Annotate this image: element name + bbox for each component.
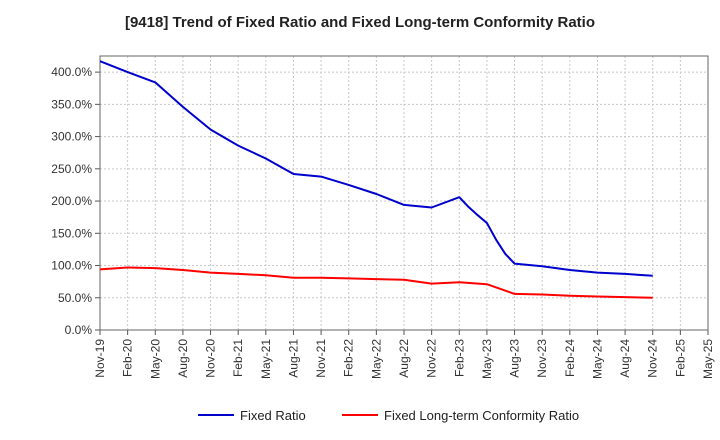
grid-layer [99, 56, 709, 331]
y-tick-label: 250.0% [51, 162, 92, 176]
x-tick-label: Nov-24 [646, 339, 660, 378]
x-tick-label: Feb-25 [673, 339, 687, 377]
axes-layer: 0.0% 50.0% 100.0% 150.0% 200.0% 250.0% 300.0% 3… [51, 55, 715, 379]
x-tick-label: Nov-20 [204, 339, 218, 378]
y-tick-label: 200.0% [51, 194, 92, 208]
x-tick-label: Feb-21 [231, 339, 245, 377]
chart-title: [9418] Trend of Fixed Ratio and Fixed Lo… [124, 14, 596, 31]
x-tick-label: Nov-22 [425, 339, 439, 378]
x-tick-label: Aug-21 [286, 339, 300, 378]
x-tick-label: May-25 [701, 339, 715, 379]
x-tick-label: Aug-23 [508, 339, 522, 378]
x-tick-label: Nov-21 [314, 339, 328, 378]
x-tick-label: Nov-19 [93, 339, 107, 378]
series-line-fixed-ratio [99, 60, 653, 277]
x-tick-label: Nov-23 [535, 339, 549, 378]
y-tick-label: 150.0% [51, 226, 92, 240]
x-tick-label: Feb-20 [121, 339, 135, 377]
series-layer [99, 60, 653, 299]
plot-frame [99, 55, 709, 331]
x-tick-label: Aug-22 [397, 339, 411, 378]
x-tick-label: May-23 [480, 339, 494, 379]
x-tick-label: Feb-24 [563, 339, 577, 377]
x-tick-label: Feb-23 [452, 339, 466, 377]
y-tick-label: 350.0% [51, 97, 92, 111]
series-line-fixed-long-term-conformity-ratio [99, 266, 653, 299]
x-tick-label: May-20 [148, 339, 162, 379]
y-tick-label: 0.0% [65, 323, 93, 337]
x-tick-label: Feb-22 [342, 339, 356, 377]
x-tick-label: May-22 [369, 339, 383, 379]
x-tick-label: May-24 [590, 339, 604, 379]
x-tick-label: Aug-20 [176, 339, 190, 378]
legend: Fixed Ratio Fixed Long-term Conformity Ra… [198, 408, 579, 423]
legend-label-fixed-long-term-conformity-ratio: Fixed Long-term Conformity Ratio [384, 408, 579, 423]
y-tick-label: 300.0% [51, 130, 92, 144]
x-tick-label: May-21 [259, 339, 273, 379]
y-tick-label: 100.0% [51, 259, 92, 273]
x-tick-label: Aug-24 [618, 339, 632, 378]
y-tick-label: 50.0% [58, 291, 92, 305]
legend-label-fixed-ratio: Fixed Ratio [240, 408, 306, 423]
y-tick-label: 400.0% [51, 65, 92, 79]
